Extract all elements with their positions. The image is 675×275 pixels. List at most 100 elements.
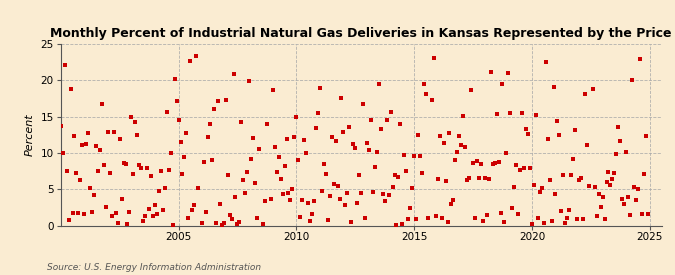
Point [369, 164, 380, 169]
Point [323, 218, 333, 223]
Point [130, 119, 141, 124]
Point [317, 189, 327, 193]
Point [120, 162, 131, 167]
Point [218, 221, 229, 225]
Point [177, 172, 188, 176]
Point [387, 185, 398, 189]
Point [352, 200, 362, 205]
Point [639, 171, 649, 176]
Point [173, 118, 184, 122]
Point [481, 213, 492, 217]
Point [112, 221, 123, 225]
Point [346, 220, 356, 225]
Point [230, 194, 241, 199]
Point [538, 221, 549, 226]
Point [373, 82, 384, 86]
Point [412, 133, 423, 138]
Point [238, 178, 248, 182]
Point [568, 156, 578, 161]
Point [507, 205, 518, 210]
Point [226, 217, 237, 221]
Point [468, 161, 479, 165]
Point [250, 181, 261, 185]
Point [421, 92, 431, 96]
Point [516, 111, 527, 115]
Point [466, 88, 477, 92]
Point [258, 222, 269, 226]
Point [326, 134, 337, 139]
Point [97, 102, 107, 106]
Point [155, 169, 166, 174]
Point [271, 170, 282, 174]
Point [126, 115, 137, 119]
Point [324, 193, 335, 198]
Point [259, 198, 270, 203]
Point [334, 197, 345, 201]
Point [315, 86, 325, 90]
Point [55, 124, 66, 129]
Point [261, 121, 272, 126]
Point [623, 194, 634, 199]
Point [187, 207, 198, 212]
Point [308, 199, 319, 204]
Point [301, 150, 312, 155]
Point [65, 87, 76, 92]
Point [246, 156, 256, 161]
Point [138, 219, 148, 223]
Point [403, 216, 414, 221]
Point [397, 222, 408, 226]
Point [613, 124, 624, 129]
Point [287, 187, 298, 191]
Point [405, 206, 416, 211]
Point [520, 126, 531, 131]
Point [295, 214, 306, 219]
Point [95, 147, 105, 152]
Point [265, 197, 276, 202]
Point [628, 185, 639, 189]
Point [383, 193, 394, 197]
Point [291, 114, 302, 119]
Point [438, 141, 449, 145]
Point [576, 175, 587, 180]
Point [615, 139, 626, 143]
Point [367, 190, 378, 194]
Point [289, 134, 300, 139]
Point [269, 145, 280, 149]
Point [454, 134, 464, 138]
Point [503, 70, 514, 75]
Point [574, 177, 585, 182]
Point [472, 159, 483, 163]
Point [152, 211, 163, 216]
Point [319, 162, 329, 166]
Point [281, 137, 292, 142]
Point [209, 106, 219, 111]
Point [458, 114, 468, 118]
Point [110, 211, 121, 215]
Point [572, 217, 583, 221]
Point [358, 102, 369, 106]
Point [619, 202, 630, 206]
Point [460, 145, 470, 149]
Point [140, 214, 151, 219]
Point [175, 139, 186, 144]
Point [61, 169, 72, 173]
Point [224, 213, 235, 218]
Point [526, 222, 537, 226]
Point [487, 162, 498, 167]
Point [101, 205, 111, 209]
Point [483, 177, 494, 181]
Point [71, 171, 82, 175]
Point [491, 112, 502, 116]
Point [122, 222, 133, 227]
Point [556, 209, 567, 213]
Point [381, 118, 392, 123]
Point [495, 211, 506, 215]
Point [432, 177, 443, 181]
Point [462, 178, 472, 182]
Point [448, 198, 459, 202]
Point [159, 186, 170, 190]
Point [637, 212, 647, 216]
Point [505, 111, 516, 115]
Point [554, 133, 565, 138]
Point [410, 217, 421, 222]
